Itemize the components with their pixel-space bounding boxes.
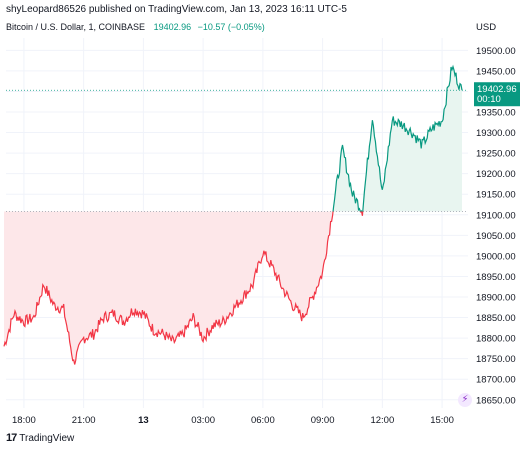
y-tick-label: 18900.00 [476, 293, 516, 304]
x-tick-label: 03:00 [191, 415, 215, 426]
legend-change: −10.57 (−0.05%) [197, 22, 265, 32]
y-tick-label: 18800.00 [476, 334, 516, 345]
lightning-icon[interactable]: ⚡ [458, 393, 472, 407]
price-change-group: 19402.96 −10.57 (−0.05%) [154, 22, 269, 32]
page-title: shyLeopard86526 published on TradingView… [6, 4, 347, 15]
y-tick-label: 19200.00 [476, 169, 516, 180]
tradingview-logo-icon: 17 [6, 432, 17, 444]
y-tick-label: 18650.00 [476, 395, 516, 406]
y-tick-label: 18750.00 [476, 354, 516, 365]
area-above-baseline [333, 66, 462, 212]
x-tick-label: 12:00 [370, 415, 394, 426]
y-tick-label: 18700.00 [476, 375, 516, 386]
y-tick-label: 19350.00 [476, 108, 516, 119]
y-tick-label: 19050.00 [476, 231, 516, 242]
y-tick-label: 19150.00 [476, 190, 516, 201]
footer-brand-text: TradingView [19, 432, 75, 444]
y-tick-label: 19250.00 [476, 149, 516, 160]
area-below-baseline [4, 211, 462, 365]
price-line-down [3, 211, 364, 365]
footer-brand: 17 TradingView [6, 432, 74, 444]
price-line-up [332, 64, 463, 212]
x-tick-label: 09:00 [311, 415, 335, 426]
symbol-legend: Bitcoin / U.S. Dollar, 1, COINBASE 19402… [6, 22, 269, 32]
x-tick-label: 15:00 [430, 415, 454, 426]
y-tick-label: 19500.00 [476, 46, 516, 57]
x-tick-label: 13 [138, 415, 149, 426]
y-tick-label: 19100.00 [476, 210, 516, 221]
y-tick-label: 19450.00 [476, 66, 516, 77]
last-price-label: 19402.96 [477, 84, 517, 95]
last-price-box [474, 82, 520, 107]
countdown-label: 00:10 [477, 94, 501, 105]
y-tick-label: 19300.00 [476, 128, 516, 139]
x-tick-label: 21:00 [72, 415, 96, 426]
y-tick-label: 18950.00 [476, 272, 516, 283]
y-tick-label: 19000.00 [476, 251, 516, 262]
x-tick-label: 18:00 [12, 415, 36, 426]
y-tick-label: 18850.00 [476, 313, 516, 324]
symbol-name: Bitcoin / U.S. Dollar, 1, COINBASE [6, 22, 146, 32]
y-axis-unit: USD [476, 22, 496, 33]
legend-last-price: 19402.96 [153, 22, 192, 32]
x-tick-label: 06:00 [251, 415, 275, 426]
